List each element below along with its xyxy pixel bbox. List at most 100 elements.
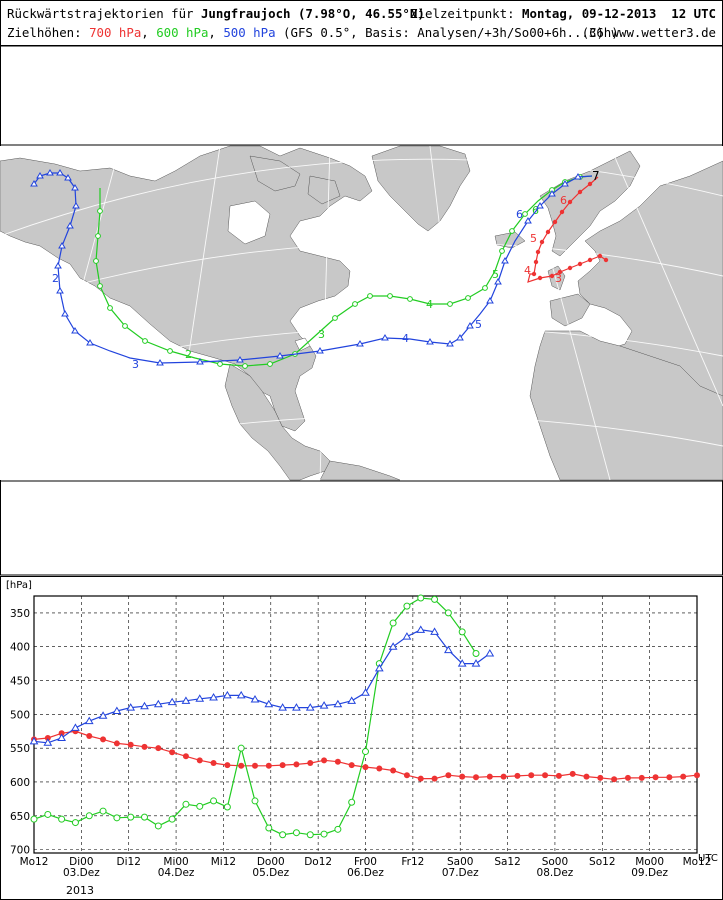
data-point (486, 773, 493, 780)
header-copyright: (C) www.wetter3.de (581, 25, 716, 40)
data-point (223, 803, 231, 811)
map-green-label: 4 (426, 298, 433, 311)
map-green-label: 3 (318, 328, 325, 341)
data-point (680, 773, 687, 780)
data-point (279, 762, 286, 769)
data-point (58, 730, 65, 737)
data-point (402, 632, 412, 640)
map-green-label: 5 (492, 268, 499, 281)
data-point (181, 696, 191, 704)
data-point (458, 628, 466, 636)
data-point (389, 619, 397, 627)
greenland-land (371, 145, 471, 232)
data-point (236, 690, 246, 699)
data-point (154, 822, 162, 830)
x-tick-label: Do00 (257, 856, 285, 868)
y-axis-unit: [hPa] (6, 580, 32, 591)
graticule (0, 145, 723, 481)
data-point (348, 798, 356, 806)
y-tick-label: 400 (10, 642, 30, 654)
data-point (459, 773, 466, 780)
data-point (279, 831, 287, 839)
data-point (472, 649, 480, 657)
data-point (597, 774, 604, 781)
data-point (265, 762, 272, 769)
data-point (86, 732, 93, 739)
date-label: 08.Dez (537, 867, 574, 879)
data-point (694, 772, 700, 779)
data-point (624, 774, 631, 781)
data-point (471, 659, 481, 667)
data-point (500, 773, 507, 780)
data-point (182, 800, 190, 808)
data-point (210, 797, 218, 805)
data-point (457, 659, 467, 667)
data-point (169, 749, 176, 756)
x-tick-label: Mo00 (635, 856, 664, 868)
y-tick-label: 350 (10, 608, 30, 620)
header-title: Rückwärtstrajektorien für Jungfraujoch (… (7, 6, 425, 21)
series-line (33, 629, 491, 744)
pressure-profile-chart: [hPa] 350 400 450 500 550 600 650 700 Mo12 Di00 D… (0, 576, 723, 900)
data-point (293, 761, 300, 768)
data-point (362, 748, 369, 756)
data-point (652, 774, 659, 781)
data-point (542, 772, 549, 779)
data-point (113, 740, 120, 747)
x-tick-label: Di12 (117, 856, 141, 868)
x-tick-label: Mo12 (683, 856, 712, 868)
data-point (362, 764, 369, 771)
x-tick-label: Do12 (304, 856, 332, 868)
data-point (485, 648, 495, 657)
date-label: 03.Dez (63, 867, 100, 879)
north-america-land (0, 145, 373, 432)
x-tick-label: Mi12 (211, 856, 236, 868)
data-point (250, 694, 260, 703)
data-point (347, 696, 357, 704)
arctic-islands-land (249, 155, 301, 192)
x-tick-label: Di00 (69, 856, 93, 868)
y-tick-label: 650 (10, 811, 30, 823)
data-point (29, 736, 39, 745)
data-point (555, 772, 562, 779)
plot-frame (33, 595, 698, 854)
data-point (251, 797, 259, 805)
data-point (168, 815, 176, 823)
data-point (320, 830, 328, 838)
data-point (141, 813, 148, 821)
data-point (473, 774, 479, 781)
x-tick-label: So12 (589, 856, 615, 868)
map-blue-label: 2 (52, 272, 59, 285)
y-tick-label: 700 (10, 845, 30, 857)
data-point (569, 770, 576, 777)
data-point (44, 810, 52, 818)
map-red-label: 6 (560, 194, 567, 207)
data-point (416, 625, 426, 633)
data-point (403, 602, 411, 610)
data-point (127, 741, 134, 748)
data-point (528, 772, 535, 779)
data-point (100, 736, 107, 743)
africa-land (529, 330, 723, 481)
map-red-label: 4 (524, 264, 531, 277)
data-point (444, 645, 453, 654)
data-point (126, 703, 136, 711)
data-point (98, 711, 108, 719)
data-point (445, 772, 452, 779)
data-point (319, 701, 329, 709)
data-point (390, 767, 397, 774)
data-point (237, 744, 245, 752)
date-label: 04.Dez (158, 867, 195, 879)
data-point (238, 762, 245, 769)
map-trajectory-500: 2 3 4 5 6 (30, 169, 593, 371)
series-500 (29, 625, 495, 746)
scandinavia-land (539, 150, 641, 257)
data-point (140, 701, 149, 710)
data-point (666, 774, 673, 781)
data-point (431, 775, 438, 782)
header-target-time: Zielzeitpunkt: Montag, 09-12-2013 12 UTC (410, 6, 716, 21)
central-america-land (224, 363, 331, 481)
data-point (376, 765, 383, 772)
map-trajectory-700: 6 5 4 3 (524, 176, 609, 285)
data-point (307, 760, 314, 767)
